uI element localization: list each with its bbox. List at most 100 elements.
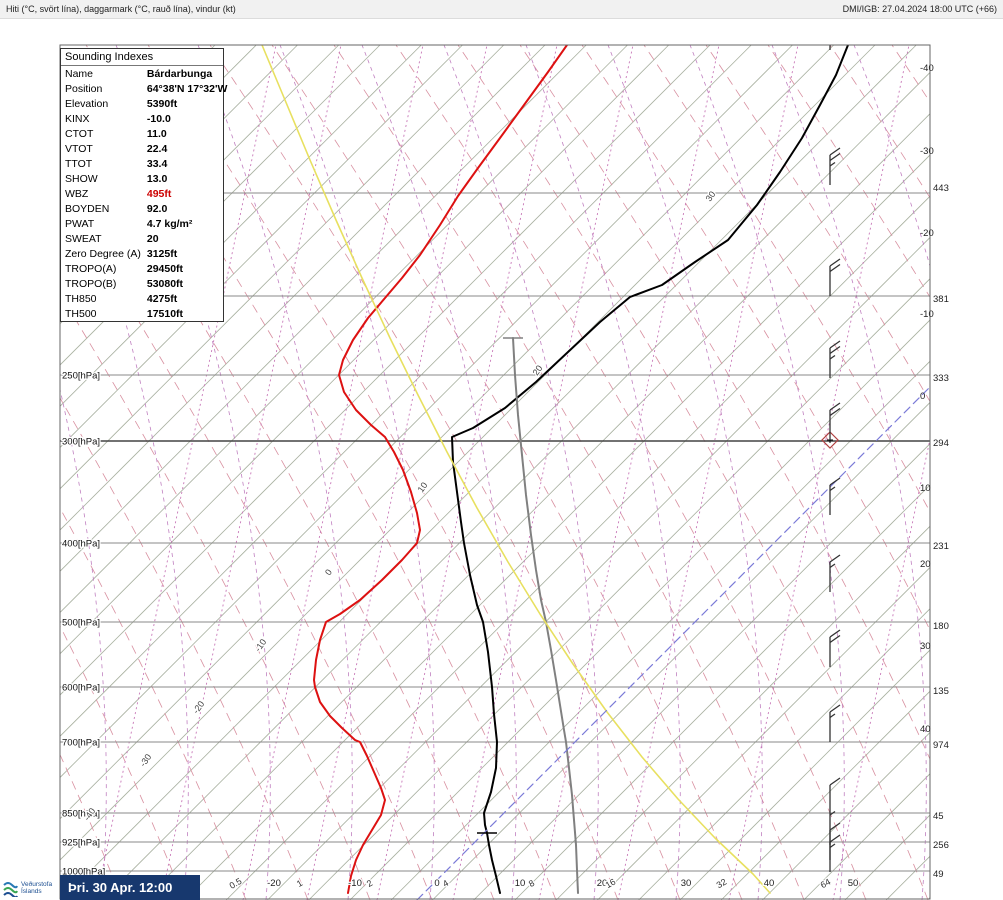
index-value: 33.4 [146, 157, 168, 170]
index-name: WBZ [65, 187, 89, 200]
isotherm-bottom-label: 20 [597, 878, 608, 889]
panel-title: Sounding Indexes [61, 49, 223, 66]
mixing-ratio-label: 8 [527, 878, 536, 889]
index-row: TH850 4275ft [61, 291, 229, 306]
height-label: 135 [933, 686, 949, 697]
index-value: 17510ft [146, 307, 184, 320]
vedurstofa-logo: Veðurstofa Íslands [2, 875, 58, 900]
pressure-label: 400[hPa] [62, 539, 100, 550]
wind-barb [829, 477, 841, 515]
index-row: TH500 17510ft [61, 306, 229, 321]
pressure-label: 600[hPa] [62, 683, 100, 694]
index-row: WBZ 495ft [61, 186, 229, 201]
pressure-label: 850[hPa] [62, 809, 100, 820]
plot-border [59, 44, 931, 900]
index-name: KINX [65, 112, 90, 125]
index-row: TROPO(A) 29450ft [61, 261, 229, 276]
index-name: CTOT [65, 127, 94, 140]
index-value: 64°38'N 17°32'W [146, 82, 228, 95]
legend-text: Hiti (°C, svört lína), daggarmark (°C, r… [6, 4, 236, 14]
index-value: 22.4 [146, 142, 168, 155]
height-label: 256 [933, 840, 949, 851]
isotherm-right-label: 30 [920, 641, 931, 652]
isotherm-bottom-label: -20 [267, 878, 281, 889]
index-row: Name Bárdarbunga [61, 66, 229, 81]
index-row: CTOT 11.0 [61, 126, 229, 141]
wind-barb [829, 834, 841, 872]
model-run-text: DMI/IGB: 27.04.2024 18:00 UTC (+66) [842, 4, 997, 14]
isotherm-bottom-label: 50 [848, 878, 859, 889]
index-value: 4275ft [146, 292, 178, 305]
isotherm-right-label: 20 [920, 559, 931, 570]
isotherm-right-label: 0 [920, 391, 925, 402]
index-value: 4.7 kg/m² [146, 217, 193, 230]
height-label: 49 [933, 869, 944, 880]
index-row: KINX -10.0 [61, 111, 229, 126]
index-value: Bárdarbunga [146, 67, 213, 80]
index-value: 495ft [146, 187, 172, 200]
wind-barb [829, 258, 841, 296]
index-name: TH500 [65, 307, 97, 320]
wind-barb [829, 402, 841, 440]
height-label: 974 [933, 740, 949, 751]
mixing-ratio-label: 0.5 [228, 876, 244, 891]
index-value: 92.0 [146, 202, 168, 215]
index-row: SWEAT 20 [61, 231, 229, 246]
adiabat-label: 30 [704, 189, 718, 203]
wind-barb [829, 147, 841, 185]
logo-text: Veðurstofa Íslands [21, 880, 53, 895]
valid-date-label: Þri. 30 Apr. 12:00 [68, 880, 173, 895]
pressure-label: 250[hPa] [62, 371, 100, 382]
height-label: 180 [933, 621, 949, 632]
index-value: -10.0 [146, 112, 171, 125]
index-value: 13.0 [146, 172, 168, 185]
valid-date-bar: Þri. 30 Apr. 12:00 [60, 875, 200, 900]
height-label: 443 [933, 183, 949, 194]
tropopause-marker [821, 431, 839, 449]
index-name: Zero Degree (A) [65, 247, 141, 260]
index-row: Zero Degree (A) 3125ft [61, 246, 229, 261]
mixing-ratio-label: 32 [715, 877, 729, 891]
wind-barb [829, 777, 841, 815]
index-row: TTOT 33.4 [61, 156, 229, 171]
sounding-indexes-panel: Sounding Indexes Name Bárdarbunga Position… [60, 48, 227, 322]
isotherm-right-label: -20 [920, 228, 934, 239]
mixing-ratio-grid [95, 45, 930, 900]
height-label: 294 [933, 438, 949, 449]
pressure-label: 925[hPa] [62, 838, 100, 849]
zero_isotherm_highlight-curve [416, 386, 930, 900]
wind-barb [829, 340, 841, 378]
index-row: BOYDEN 92.0 [61, 201, 229, 216]
index-name: VTOT [65, 142, 93, 155]
index-row: TROPO(B) 53080ft [61, 276, 229, 291]
pressure-label: 300[hPa] [62, 437, 100, 448]
isotherm-bottom-label: 10 [515, 878, 526, 889]
isotherm-bottom-label: -10 [348, 878, 362, 889]
reference_gray_curve-curve [512, 337, 579, 894]
height-label: 381 [933, 294, 949, 305]
index-row: Elevation 5390ft [61, 96, 229, 111]
height-label: 45 [933, 811, 944, 822]
adiabat-label: -10 [253, 637, 269, 653]
index-name: Name [65, 67, 94, 80]
markers [477, 337, 839, 834]
isotherm-bottom-label: 30 [681, 878, 692, 889]
index-name: SWEAT [65, 232, 102, 245]
vedurstofa-logo-icon [3, 881, 18, 897]
index-value: 11.0 [146, 127, 167, 140]
axis-labels: 250[hPa] 300[hPa] 400[hPa] 500[hPa] 600[hPa]… [61, 63, 949, 892]
wind-barb [829, 554, 841, 592]
adiabat-label: -20 [191, 699, 207, 715]
isotherm-right-label: -10 [920, 309, 934, 320]
height-label: 333 [933, 373, 949, 384]
index-name: TH850 [65, 292, 97, 305]
isotherm-bottom-label: 40 [764, 878, 775, 889]
index-row: SHOW 13.0 [61, 171, 229, 186]
isotherm-right-label: -40 [920, 63, 934, 74]
pressure-label: 700[hPa] [62, 738, 100, 749]
index-value: 3125ft [146, 247, 178, 260]
index-name: SHOW [65, 172, 98, 185]
index-name: PWAT [65, 217, 95, 230]
